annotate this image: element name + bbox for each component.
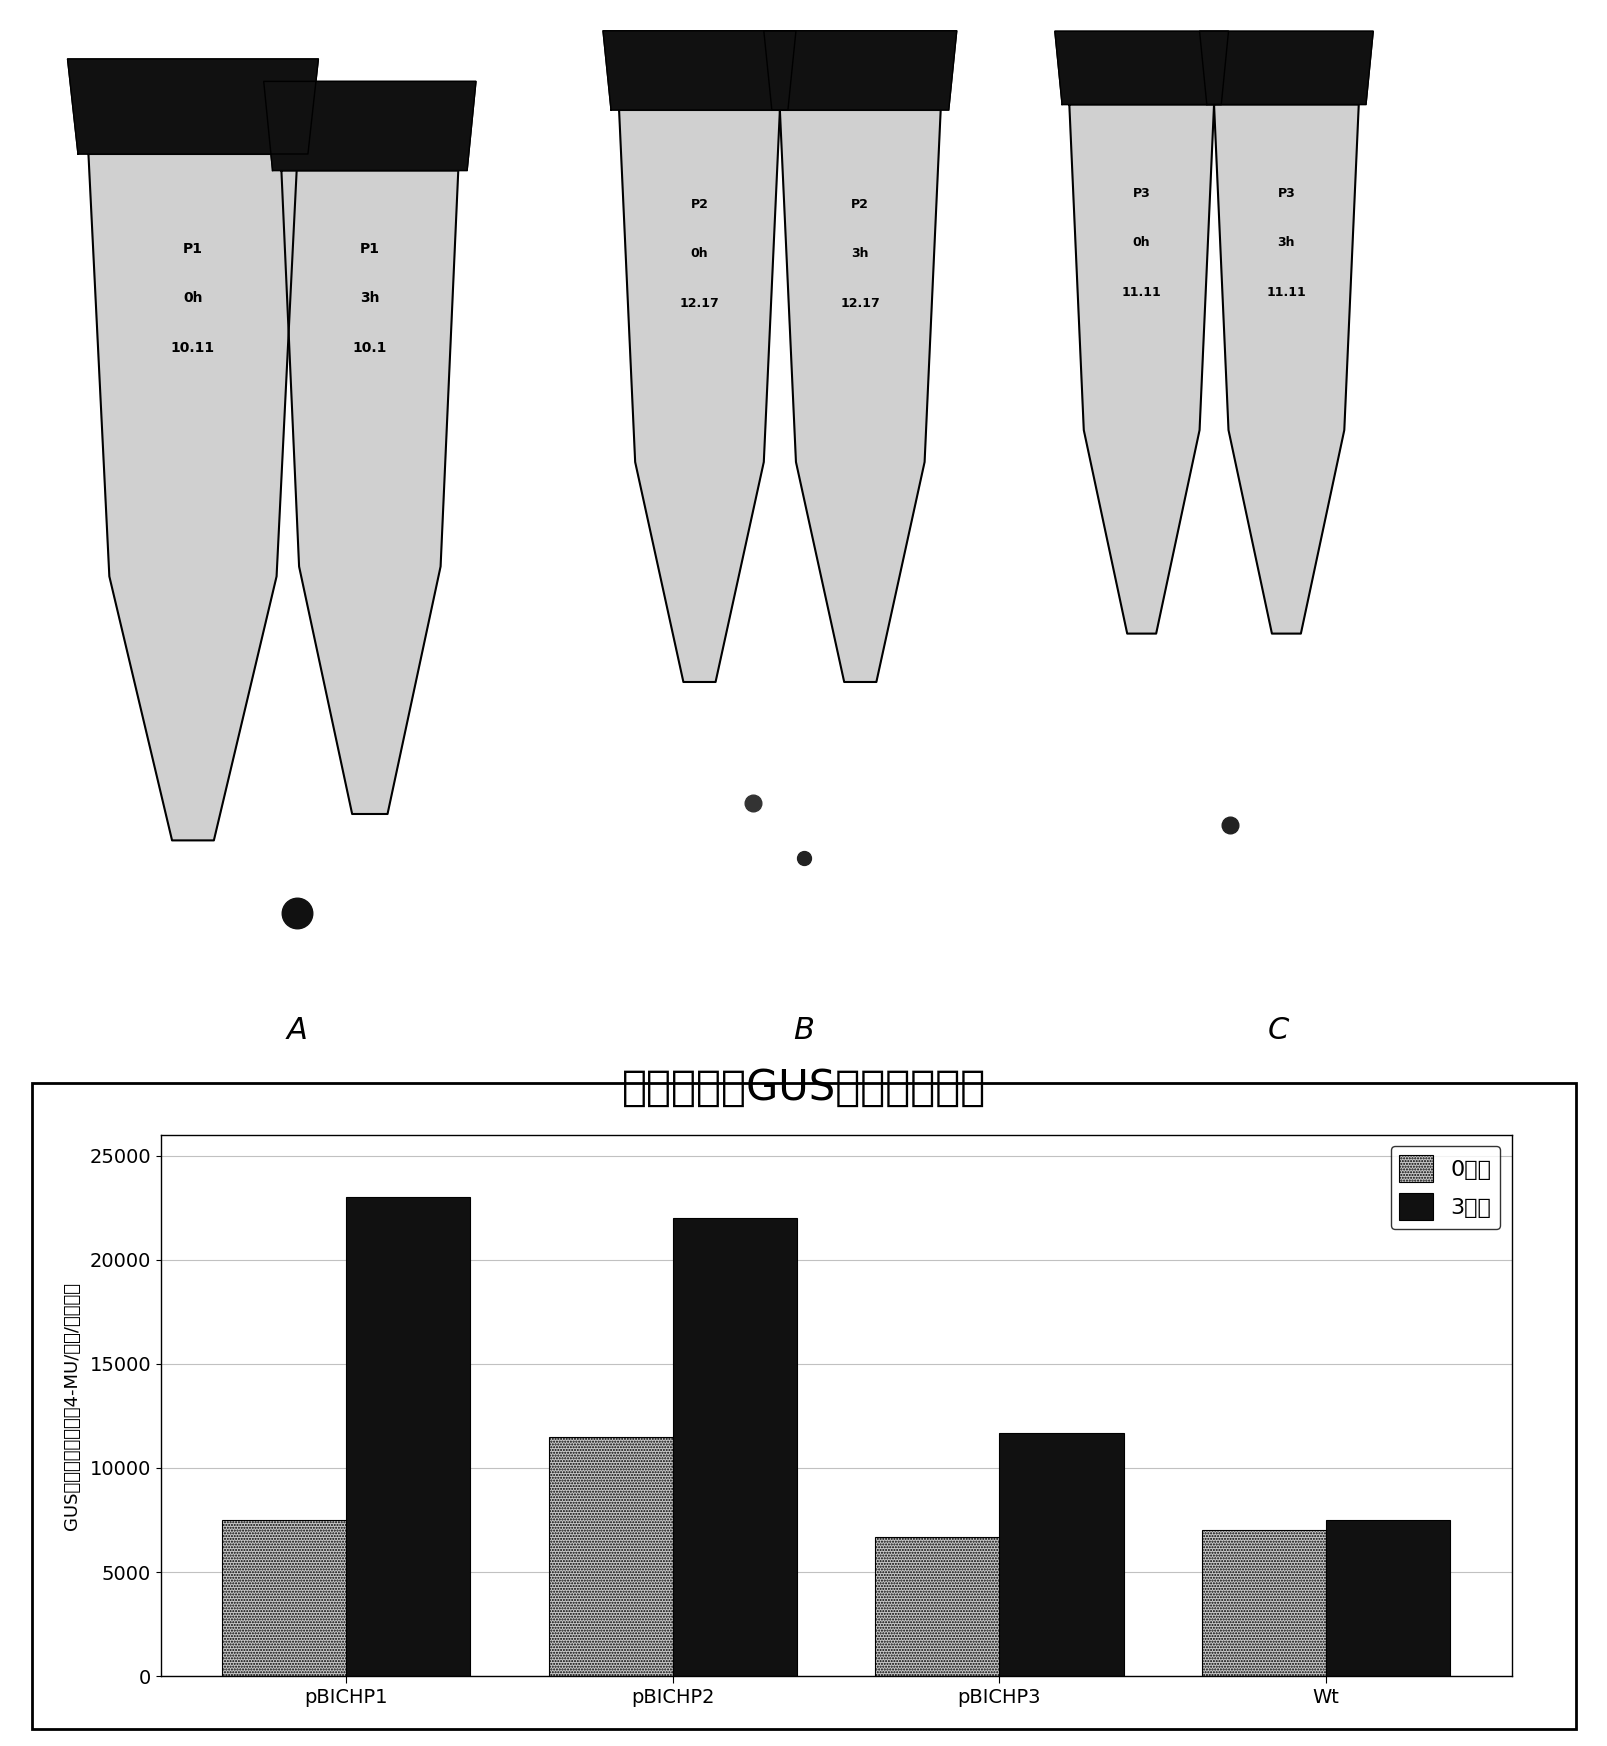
Bar	[1200, 1531, 1326, 1676]
Text: P2: P2	[850, 197, 869, 211]
Polygon shape	[88, 154, 297, 840]
Bar	[672, 1219, 797, 1676]
Polygon shape	[264, 82, 476, 171]
Text: 转基因烟草GUS活性荧光分析: 转基因烟草GUS活性荧光分析	[622, 1067, 985, 1109]
Text: P3: P3	[1131, 187, 1151, 201]
Bar	[222, 1521, 346, 1676]
Legend: 0小时, 3小时: 0小时, 3小时	[1390, 1145, 1499, 1229]
Text: 12.17: 12.17	[840, 297, 879, 311]
Polygon shape	[67, 59, 318, 154]
Polygon shape	[1054, 31, 1228, 105]
Text: P2: P2	[689, 197, 709, 211]
Text: 11.11: 11.11	[1122, 286, 1160, 299]
Bar	[346, 1198, 471, 1676]
Bar	[874, 1536, 1000, 1676]
Polygon shape	[1213, 105, 1358, 634]
Polygon shape	[619, 110, 779, 683]
Text: 3h: 3h	[1278, 236, 1294, 250]
Text: 3h: 3h	[852, 248, 868, 260]
Text: 0h: 0h	[183, 292, 202, 306]
Bar	[548, 1437, 672, 1676]
Polygon shape	[1199, 31, 1372, 105]
Polygon shape	[281, 171, 458, 814]
Polygon shape	[1069, 105, 1213, 634]
Text: P1: P1	[183, 243, 202, 257]
Text: 0h: 0h	[691, 248, 707, 260]
Polygon shape	[779, 110, 940, 683]
Bar	[1000, 1432, 1123, 1676]
Text: 3h: 3h	[360, 292, 379, 306]
Polygon shape	[763, 31, 956, 110]
Text: A: A	[288, 1016, 307, 1044]
Text: B: B	[794, 1016, 813, 1044]
Text: 10.1: 10.1	[352, 340, 387, 354]
Text: P3: P3	[1276, 187, 1295, 201]
Text: P1: P1	[360, 243, 379, 257]
Text: 12.17: 12.17	[680, 297, 718, 311]
Text: 10.11: 10.11	[170, 340, 215, 354]
Text: C: C	[1266, 1016, 1289, 1044]
Y-axis label: GUS活性单位：皮摩尔4-MU/分钟/毫克蛋白: GUS活性单位：皮摩尔4-MU/分钟/毫克蛋白	[63, 1282, 80, 1529]
Text: 11.11: 11.11	[1266, 286, 1305, 299]
Bar	[1326, 1521, 1450, 1676]
Text: 0h: 0h	[1133, 236, 1149, 250]
Polygon shape	[603, 31, 795, 110]
